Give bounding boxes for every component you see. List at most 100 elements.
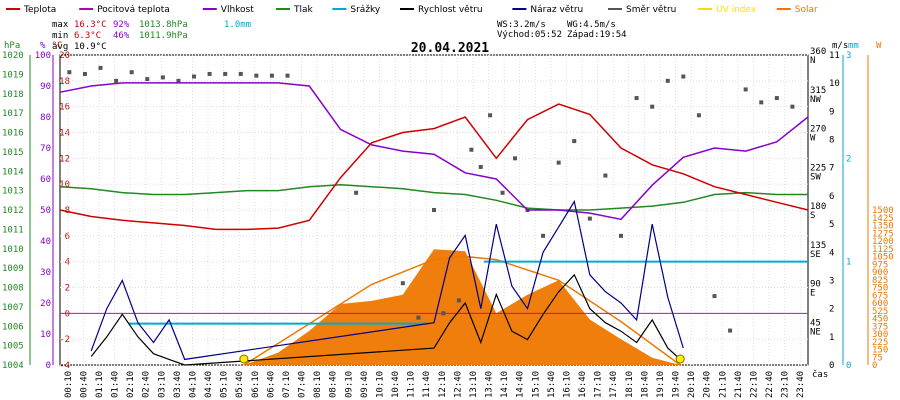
time-tick-label: 20:40 [703,371,713,398]
ms-tick-label: 0 [829,361,834,371]
time-tick-label: 17:10 [594,371,604,398]
time-tick-label: 08:40 [329,371,339,398]
wind-dir-point [478,164,483,169]
ms-tick-label: 7 [829,164,834,174]
time-tick-label: 04:10 [188,371,198,398]
time-tick-label: 05:40 [235,371,245,398]
wind-dir-point [681,74,686,79]
dir-tick-name: NE [810,327,821,337]
pct-tick-label: 40 [40,237,51,247]
hpa-tick-label: 1005 [2,342,24,352]
stat-max-temp: 16.3°C [74,20,107,30]
dir-tick-name: E [810,289,815,299]
dir-tick-deg: 45 [810,318,821,328]
time-tick-label: 06:40 [266,371,276,398]
time-tick-label: 16:10 [562,371,572,398]
temp-tick-label: 2 [65,284,70,294]
pct-tick-label: 0 [46,361,51,371]
time-tick-label: 15:40 [547,371,557,398]
w-tick-label: 1425 [872,214,894,224]
wind-dir-point [500,190,505,195]
time-tick-label: 03:40 [173,371,183,398]
stats-block: max 16.3°C 92% 1013.8hPa 1.0mm min 6.3°C… [52,20,627,52]
time-tick-label: 12:40 [453,371,463,398]
time-tick-label: 14:40 [516,371,526,398]
pct-tick-label: 90 [40,82,51,92]
w-tick-label: 900 [872,268,888,278]
dir-tick-deg: 360 [810,47,826,57]
hpa-tick-label: 1020 [2,51,24,61]
mm-tick-label: 2 [846,154,851,164]
time-axis-label: čas [812,369,828,380]
wind-dir-point [587,216,592,221]
mm-tick-label: 1 [846,258,851,268]
hpa-tick-label: 1010 [2,245,24,255]
wind-gust-line [90,199,684,361]
wind-dir-point [456,298,461,303]
hpa-tick-label: 1016 [2,129,24,139]
ms-tick-label: 4 [829,248,834,258]
hpa-tick-label: 1018 [2,90,24,100]
w-tick-label: 1050 [872,253,894,263]
stat-max-rain: 1.0mm [224,20,251,30]
dir-tick-name: W [810,134,816,144]
pct-tick-label: 100 [35,51,51,61]
w-tick-label: 450 [872,315,888,325]
wind-dir-point [354,190,359,195]
left-axes: hPa% °C1004100510061007100810091010101110… [2,41,70,371]
time-tick-label: 09:10 [344,371,354,398]
pct-tick-label: 20 [40,299,51,309]
stat-min-temp: 6.3°C [74,31,101,41]
w-tick-label: 975 [872,260,888,270]
wind-dir-point [488,113,493,118]
w-tick-label: 1125 [872,245,894,255]
legend-label: Teplota [23,5,56,15]
legend-label: Pocitová teplota [97,5,170,15]
temp-tick-label: -2 [59,335,70,345]
w-tick-label: 150 [872,346,888,356]
solar-max-line [243,255,681,366]
wind-dir-point [743,87,748,92]
stat-avg-temp: 10.9°C [74,42,107,52]
time-tick-label: 02:40 [142,371,152,398]
ms-tick-label: 10 [829,79,840,89]
ms-tick-label: 5 [829,220,834,230]
wind-dir-point [254,73,259,78]
time-tick-label: 23:40 [796,371,806,398]
ms-unit-label: m/s [832,41,848,51]
wind-dir-point [556,160,561,165]
wind-dir-point [513,156,518,161]
dir-tick-deg: 270 [810,125,826,135]
wind-dir-point [619,233,623,238]
time-tick-label: 19:40 [672,371,682,398]
wind-dir-point [207,71,212,76]
wind-dir-point [728,328,733,333]
stat-max-press: 1013.8hPa [139,20,188,30]
temp-unit-label: °C [52,41,63,51]
ms-tick-label: 1 [829,333,834,343]
time-tick-label: 10:40 [391,371,401,398]
w-tick-label: 75 [872,353,883,363]
dir-tick-deg: 225 [810,163,826,173]
dir-tick-name: N [810,56,815,66]
w-tick-label: 225 [872,338,888,348]
right-axes: m/s mm W45NE90E135SE180S225SW270W315NW360N… [810,41,894,371]
time-tick-label: 07:10 [282,371,292,398]
pct-tick-label: 80 [40,113,51,123]
humidity-line [59,82,809,221]
wind-dir-point [82,71,87,76]
hpa-tick-label: 1011 [2,225,24,235]
wind-dir-point [774,96,779,101]
temp-tick-label: 4 [65,258,70,268]
hpa-tick-label: 1009 [2,264,24,274]
pct-tick-label: 70 [40,144,51,154]
wind-dir-point [176,78,181,83]
wind-dir-point [603,173,608,178]
ms-tick-label: 6 [829,192,834,202]
time-tick-label: 19:10 [656,371,666,398]
w-tick-label: 750 [872,284,888,294]
time-tick-label: 06:10 [251,371,261,398]
wind-dir-point [416,315,421,320]
w-tick-label: 1200 [872,237,894,247]
legend-label: Tlak [293,5,314,15]
